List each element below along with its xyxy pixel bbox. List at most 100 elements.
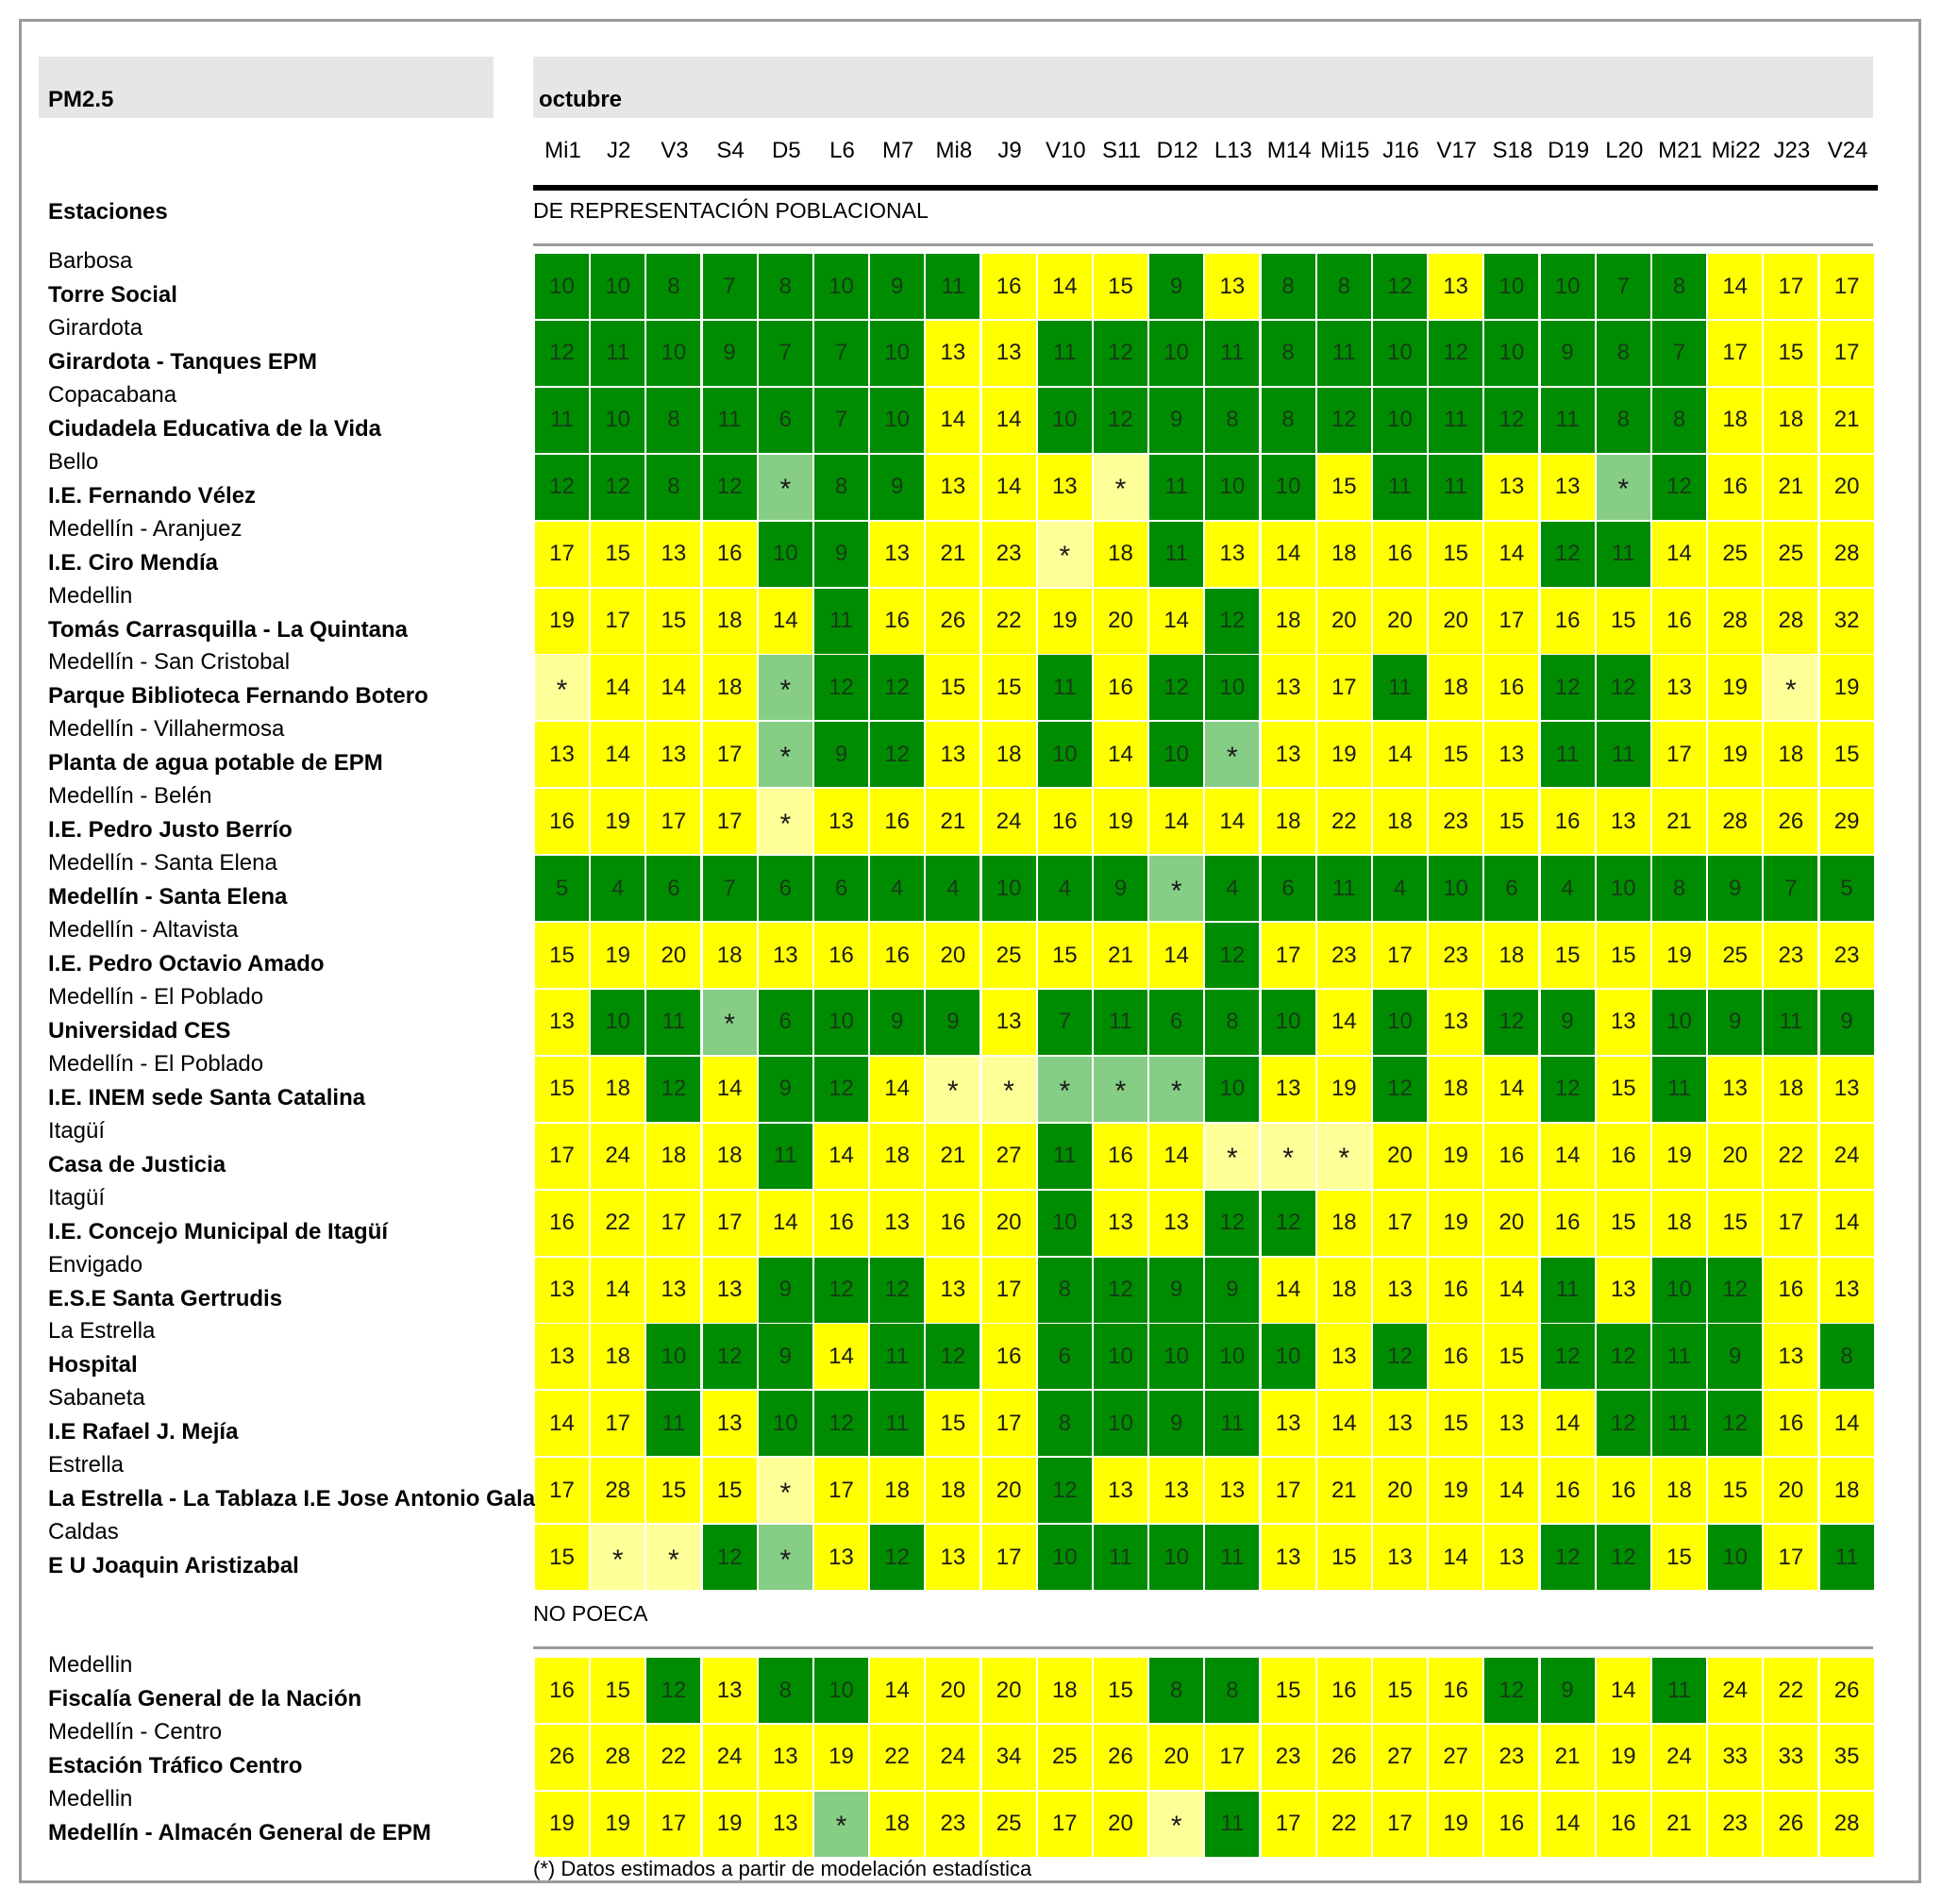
value-cell: 18 [1094, 521, 1147, 587]
value-cell: 17 [1764, 254, 1818, 319]
station-city: Sabaneta [48, 1385, 145, 1411]
value-cell: 15 [646, 1458, 701, 1524]
station-name: I.E Rafael J. Mejía [48, 1419, 239, 1445]
value-cell: 13 [758, 1724, 812, 1790]
value-cell: 23 [1429, 789, 1483, 855]
value-cell: 19 [1316, 722, 1371, 788]
value-cell: 13 [535, 989, 589, 1055]
value-cell: 13 [758, 1791, 812, 1857]
value-cell: 14 [591, 722, 645, 788]
value-cell: 12 [1596, 1391, 1650, 1457]
station-city: Medellín - San Cristobal [48, 649, 291, 676]
value-cell: 6 [758, 856, 812, 922]
value-cell: 19 [1429, 1190, 1483, 1256]
value-cell: 10 [1149, 722, 1204, 788]
value-cell: 6 [1037, 1324, 1092, 1390]
value-cell: 13 [1261, 1525, 1315, 1591]
value-cell: 11 [1037, 655, 1092, 721]
value-cell: 12 [1540, 521, 1595, 587]
value-cell: 6 [1484, 856, 1539, 922]
value-cell: 15 [1596, 1190, 1650, 1256]
value-cell: 9 [1149, 387, 1204, 453]
value-cell: 10 [1261, 989, 1315, 1055]
value-cell: 13 [814, 1525, 868, 1591]
station-name: Medellín - Santa Elena [48, 884, 288, 910]
value-cell: * [1205, 722, 1260, 788]
value-cell: 9 [1708, 856, 1763, 922]
day-header-4: S4 [716, 138, 745, 163]
value-cell: 9 [1540, 1658, 1595, 1723]
day-header-15: Mi15 [1320, 138, 1370, 163]
day-header-22: Mi22 [1711, 138, 1761, 163]
value-cell: 19 [535, 1791, 589, 1857]
station-name: La Estrella - La Tablaza I.E Jose Antoni… [48, 1486, 549, 1512]
value-cell: 13 [814, 789, 868, 855]
day-header-5: D5 [771, 138, 801, 163]
value-cell: 18 [1316, 1190, 1371, 1256]
value-cell: 20 [1484, 1190, 1539, 1256]
value-cell: 24 [981, 789, 1036, 855]
value-cell: 13 [1484, 1525, 1539, 1591]
value-cell: 23 [1708, 1791, 1763, 1857]
value-cell: 10 [1037, 387, 1092, 453]
value-cell: 13 [1094, 1190, 1147, 1256]
value-cell: 10 [1149, 1324, 1204, 1390]
value-cell: 19 [1429, 1458, 1483, 1524]
value-cell: 21 [1540, 1724, 1595, 1790]
value-cell: 7 [814, 387, 868, 453]
value-cell: 12 [535, 454, 589, 520]
value-cell: 16 [1484, 655, 1539, 721]
value-cell: 14 [1596, 1658, 1650, 1723]
value-cell: 17 [535, 1123, 589, 1189]
value-cell: 19 [1708, 722, 1763, 788]
value-cell: 16 [1596, 1791, 1650, 1857]
value-cell: 9 [870, 454, 925, 520]
value-cell: 10 [1149, 1525, 1204, 1591]
value-cell: 16 [1373, 521, 1427, 587]
value-cell: 24 [926, 1724, 980, 1790]
value-cell: 6 [758, 387, 812, 453]
value-cell: 13 [1261, 1056, 1315, 1122]
value-cell: 35 [1819, 1724, 1874, 1790]
value-cell: 28 [1819, 521, 1874, 587]
value-cell: 7 [1764, 856, 1818, 922]
day-header-19: D19 [1548, 138, 1590, 163]
value-cell: 7 [1596, 254, 1650, 319]
value-cell: 15 [535, 923, 589, 988]
value-cell: 20 [646, 923, 701, 988]
value-cell: 10 [758, 1391, 812, 1457]
value-cell: 18 [1484, 923, 1539, 988]
value-cell: 16 [870, 923, 925, 988]
value-cell: 16 [1652, 588, 1706, 654]
value-cell: 10 [981, 856, 1036, 922]
station-city: Medellin [48, 582, 133, 609]
value-cell: 19 [1037, 588, 1092, 654]
value-cell: 10 [1205, 655, 1260, 721]
value-cell: 11 [1149, 521, 1204, 587]
value-cell: 27 [1373, 1724, 1427, 1790]
value-cell: 11 [1316, 320, 1371, 386]
station-city: Medellín - Villahermosa [48, 716, 285, 743]
value-cell: 14 [1205, 789, 1260, 855]
value-cell: 11 [1205, 1525, 1260, 1591]
value-cell: 16 [926, 1190, 980, 1256]
value-cell: 15 [1596, 923, 1650, 988]
value-cell: 12 [702, 1324, 757, 1390]
value-cell: 4 [1373, 856, 1427, 922]
value-cell: 13 [646, 521, 701, 587]
value-cell: 17 [702, 789, 757, 855]
value-cell: 25 [1708, 521, 1763, 587]
value-cell: 14 [1094, 722, 1147, 788]
value-cell: 23 [1819, 923, 1874, 988]
value-cell: 13 [1429, 989, 1483, 1055]
value-cell: 12 [814, 1056, 868, 1122]
value-cell: 10 [1429, 856, 1483, 922]
value-cell: 23 [1484, 1724, 1539, 1790]
value-cell: 20 [1429, 588, 1483, 654]
value-cell: 15 [591, 1658, 645, 1723]
value-cell: 9 [870, 989, 925, 1055]
value-cell: 8 [1261, 320, 1315, 386]
value-cell: 17 [1819, 254, 1874, 319]
value-cell: 14 [1261, 1257, 1315, 1323]
value-cell: 13 [535, 1257, 589, 1323]
